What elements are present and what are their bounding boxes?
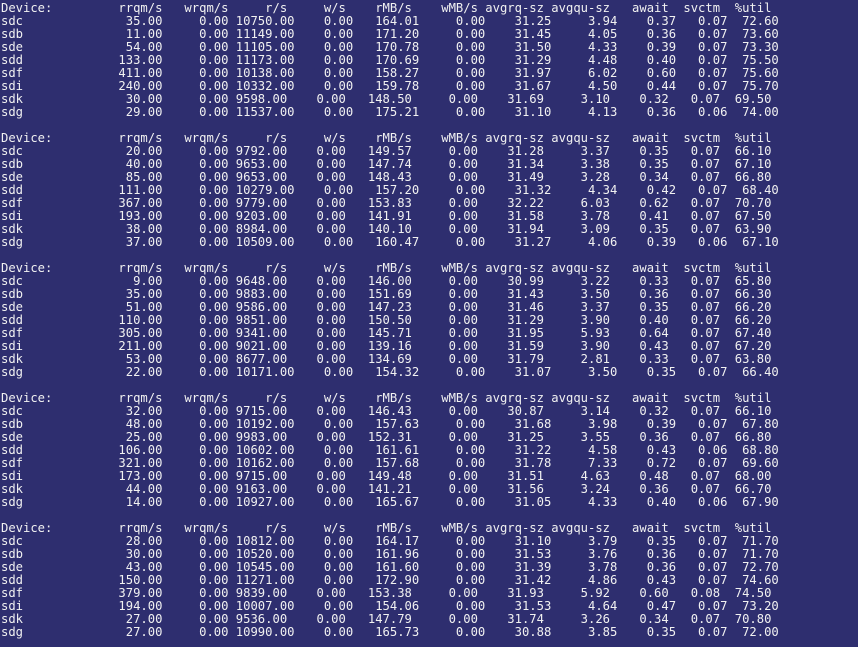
iostat-device-row: sdd 106.00 0.00 10602.00 0.00 161.61 0.0… [1, 444, 779, 457]
iostat-device-row: sdd 150.00 0.00 11271.00 0.00 172.90 0.0… [1, 574, 779, 587]
iostat-header-row: Device: rrqm/s wrqm/s r/s w/s rMB/s wMB/… [1, 262, 772, 275]
iostat-device-row: sde 25.00 0.00 9983.00 0.00 152.31 0.00 … [1, 431, 772, 444]
iostat-device-row: sdk 38.00 0.00 8984.00 0.00 140.10 0.00 … [1, 223, 772, 236]
blank-line [1, 119, 858, 132]
iostat-device-row: sdi 194.00 0.00 10007.00 0.00 154.06 0.0… [1, 600, 779, 613]
blank-line [1, 379, 858, 392]
iostat-header-row: Device: rrqm/s wrqm/s r/s w/s rMB/s wMB/… [1, 2, 772, 15]
iostat-device-row: sdb 11.00 0.00 11149.00 0.00 171.20 0.00… [1, 28, 779, 41]
iostat-device-row: sde 85.00 0.00 9653.00 0.00 148.43 0.00 … [1, 171, 772, 184]
iostat-device-row: sdg 27.00 0.00 10990.00 0.00 165.73 0.00… [1, 626, 779, 639]
iostat-device-row: sdf 379.00 0.00 9839.00 0.00 153.38 0.00… [1, 587, 772, 600]
iostat-device-row: sdf 321.00 0.00 10162.00 0.00 157.68 0.0… [1, 457, 779, 470]
iostat-device-row: sdg 22.00 0.00 10171.00 0.00 154.32 0.00… [1, 366, 779, 379]
iostat-device-row: sdg 14.00 0.00 10927.00 0.00 165.67 0.00… [1, 496, 779, 509]
iostat-device-row: sdg 29.00 0.00 11537.00 0.00 175.21 0.00… [1, 106, 779, 119]
iostat-device-row: sdi 173.00 0.00 9715.00 0.00 149.48 0.00… [1, 470, 772, 483]
iostat-device-row: sdb 40.00 0.00 9653.00 0.00 147.74 0.00 … [1, 158, 772, 171]
iostat-device-row: sdi 240.00 0.00 10332.00 0.00 159.78 0.0… [1, 80, 779, 93]
iostat-device-row: sde 54.00 0.00 11105.00 0.00 170.78 0.00… [1, 41, 779, 54]
iostat-device-row: sdi 211.00 0.00 9021.00 0.00 139.16 0.00… [1, 340, 772, 353]
blank-line [1, 249, 858, 262]
iostat-device-row: sdc 20.00 0.00 9792.00 0.00 149.57 0.00 … [1, 145, 772, 158]
blank-line [1, 509, 858, 522]
iostat-device-row: sdc 9.00 0.00 9648.00 0.00 146.00 0.00 3… [1, 275, 772, 288]
iostat-device-row: sdg 37.00 0.00 10509.00 0.00 160.47 0.00… [1, 236, 779, 249]
iostat-device-row: sdd 110.00 0.00 9851.00 0.00 150.50 0.00… [1, 314, 772, 327]
iostat-device-row: sde 51.00 0.00 9586.00 0.00 147.23 0.00 … [1, 301, 772, 314]
iostat-device-row: sdk 27.00 0.00 9536.00 0.00 147.79 0.00 … [1, 613, 772, 626]
iostat-device-row: sdd 111.00 0.00 10279.00 0.00 157.20 0.0… [1, 184, 779, 197]
iostat-device-row: sdf 411.00 0.00 10138.00 0.00 158.27 0.0… [1, 67, 779, 80]
iostat-header-row: Device: rrqm/s wrqm/s r/s w/s rMB/s wMB/… [1, 132, 772, 145]
iostat-header-row: Device: rrqm/s wrqm/s r/s w/s rMB/s wMB/… [1, 392, 772, 405]
iostat-device-row: sdi 193.00 0.00 9203.00 0.00 141.91 0.00… [1, 210, 772, 223]
iostat-device-row: sdb 30.00 0.00 10520.00 0.00 161.96 0.00… [1, 548, 779, 561]
iostat-device-row: sdk 44.00 0.00 9163.00 0.00 141.21 0.00 … [1, 483, 772, 496]
iostat-device-row: sdk 30.00 0.00 9598.00 0.00 148.50 0.00 … [1, 93, 772, 106]
iostat-device-row: sdk 53.00 0.00 8677.00 0.00 134.69 0.00 … [1, 353, 772, 366]
iostat-device-row: sdb 35.00 0.00 9883.00 0.00 151.69 0.00 … [1, 288, 772, 301]
iostat-device-row: sdc 32.00 0.00 9715.00 0.00 146.43 0.00 … [1, 405, 772, 418]
iostat-header-row: Device: rrqm/s wrqm/s r/s w/s rMB/s wMB/… [1, 522, 772, 535]
iostat-device-row: sdc 28.00 0.00 10812.00 0.00 164.17 0.00… [1, 535, 779, 548]
iostat-device-row: sde 43.00 0.00 10545.00 0.00 161.60 0.00… [1, 561, 779, 574]
iostat-device-row: sdb 48.00 0.00 10192.00 0.00 157.63 0.00… [1, 418, 779, 431]
iostat-device-row: sdd 133.00 0.00 11173.00 0.00 170.69 0.0… [1, 54, 779, 67]
iostat-device-row: sdc 35.00 0.00 10750.00 0.00 164.01 0.00… [1, 15, 779, 28]
iostat-device-row: sdf 367.00 0.00 9779.00 0.00 153.83 0.00… [1, 197, 772, 210]
iostat-device-row: sdf 305.00 0.00 9341.00 0.00 145.71 0.00… [1, 327, 772, 340]
